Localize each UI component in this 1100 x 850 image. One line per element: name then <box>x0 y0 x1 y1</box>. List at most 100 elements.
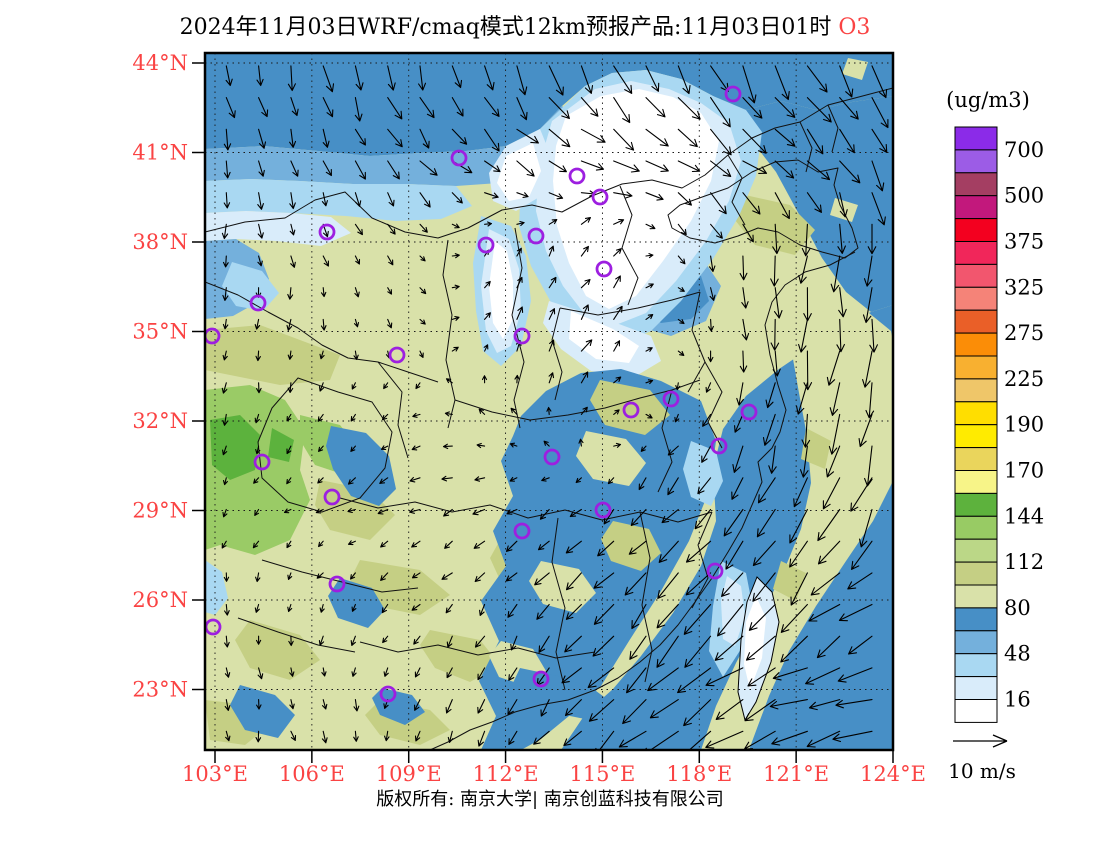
wind-arrow <box>683 699 712 727</box>
wind-arrow <box>347 507 356 514</box>
wind-arrow <box>255 350 261 362</box>
wind-arrow <box>817 540 841 565</box>
colorbar-swatch <box>954 286 998 311</box>
wind-arrow <box>580 406 588 415</box>
wind-arrow <box>350 445 356 452</box>
lon-label: 109°E <box>376 762 442 786</box>
coastline-borders <box>377 361 409 459</box>
wind-arrow <box>254 508 260 516</box>
wind-arrow <box>829 382 841 416</box>
wind-arrow <box>677 223 687 236</box>
o3-concentration-fills <box>205 211 351 246</box>
wind-arrow <box>316 572 324 579</box>
o3-concentration-fills <box>205 325 340 385</box>
wind-arrow <box>451 223 460 229</box>
wind-arrow <box>414 730 421 742</box>
wind-arrow <box>224 603 230 616</box>
wind-arrow <box>774 65 790 101</box>
wind-arrow <box>613 191 633 199</box>
wind-arrow <box>320 287 327 298</box>
o3-concentration-fills <box>210 415 260 480</box>
wind-arrow <box>684 635 712 668</box>
station-circle <box>662 390 680 408</box>
wind-arrow <box>354 255 361 265</box>
station-circle <box>532 670 550 688</box>
wind-arrow <box>847 572 873 590</box>
wind-arrow <box>419 223 428 233</box>
wind-arrow <box>645 128 669 147</box>
wind-arrow <box>580 304 590 320</box>
o3-concentration-fills <box>683 441 723 506</box>
lon-label: 118°E <box>666 762 732 786</box>
wind-arrow <box>257 192 264 210</box>
wind-arrow <box>380 445 389 450</box>
wind-arrow <box>862 287 873 324</box>
wind-arrow <box>509 476 518 482</box>
wind-arrow <box>409 508 421 514</box>
wind-arrow <box>548 219 558 225</box>
wind-arrow <box>387 255 394 266</box>
wind-arrow <box>451 346 459 352</box>
wind-arrow <box>580 160 605 171</box>
wind-arrow <box>707 350 714 363</box>
wind-arrow <box>536 603 550 620</box>
wind-arrow <box>850 477 873 512</box>
wind-arrow <box>798 255 808 284</box>
station-circle <box>622 401 640 419</box>
wind-arrow <box>867 223 877 255</box>
wind-arrow <box>563 730 582 747</box>
wind-arrow <box>851 540 873 570</box>
coastline-borders <box>359 641 596 659</box>
wind-arrow <box>322 97 334 118</box>
wind-arrow <box>506 508 518 515</box>
wind-arrow <box>688 730 712 750</box>
wind-arrow <box>442 443 453 450</box>
wind-arrow <box>477 667 486 681</box>
wind-arrow <box>674 413 680 423</box>
wind-arrow <box>613 218 625 225</box>
wind-arrow <box>538 635 550 653</box>
wind-arrow <box>484 221 493 227</box>
wind-arrow <box>353 699 360 712</box>
wind-arrow <box>772 667 808 681</box>
wind-arrow <box>638 477 647 491</box>
wind-arrow <box>793 477 808 508</box>
colorbar-swatch <box>954 538 998 563</box>
wind-arrow <box>871 97 889 129</box>
wind-arrow <box>741 287 749 309</box>
wind-arrow <box>533 730 550 745</box>
wind-arrow <box>222 350 228 361</box>
wind-arrow <box>769 699 808 710</box>
wind-arrow <box>548 192 564 200</box>
station-circle <box>513 522 531 540</box>
coastline-borders <box>619 185 639 306</box>
wind-arrow <box>254 603 260 613</box>
wind-arrow <box>780 603 808 633</box>
wind-arrow <box>613 305 623 320</box>
wind-arrow <box>825 445 841 478</box>
page-title: 2024年11月03日WRF/cmaq模式12km预报产品:11月03日01时 … <box>0 9 1050 41</box>
o3-concentration-fills <box>801 428 831 469</box>
wind-arrow <box>742 223 754 243</box>
lat-label: 41°N <box>132 140 188 164</box>
wind-arrow <box>640 445 647 452</box>
wind-arrow <box>350 572 356 580</box>
wind-arrow <box>412 412 421 418</box>
wind-arrow <box>484 280 491 289</box>
wind-arrow <box>837 223 846 254</box>
wind-arrow <box>710 97 731 128</box>
wind-arrow <box>411 445 421 451</box>
coastline-borders <box>257 377 393 513</box>
wind-arrow <box>318 382 325 392</box>
station-circle <box>543 448 561 466</box>
o3-concentration-fills <box>576 431 646 486</box>
wind-arrow <box>541 476 550 482</box>
wind-arrow <box>613 248 622 257</box>
wind-arrow <box>806 97 832 123</box>
wind-arrow <box>721 572 744 597</box>
coastline-borders <box>429 251 856 750</box>
wind-arrow <box>317 477 324 484</box>
wind-arrow <box>353 730 359 742</box>
wind-arrow <box>419 350 424 358</box>
